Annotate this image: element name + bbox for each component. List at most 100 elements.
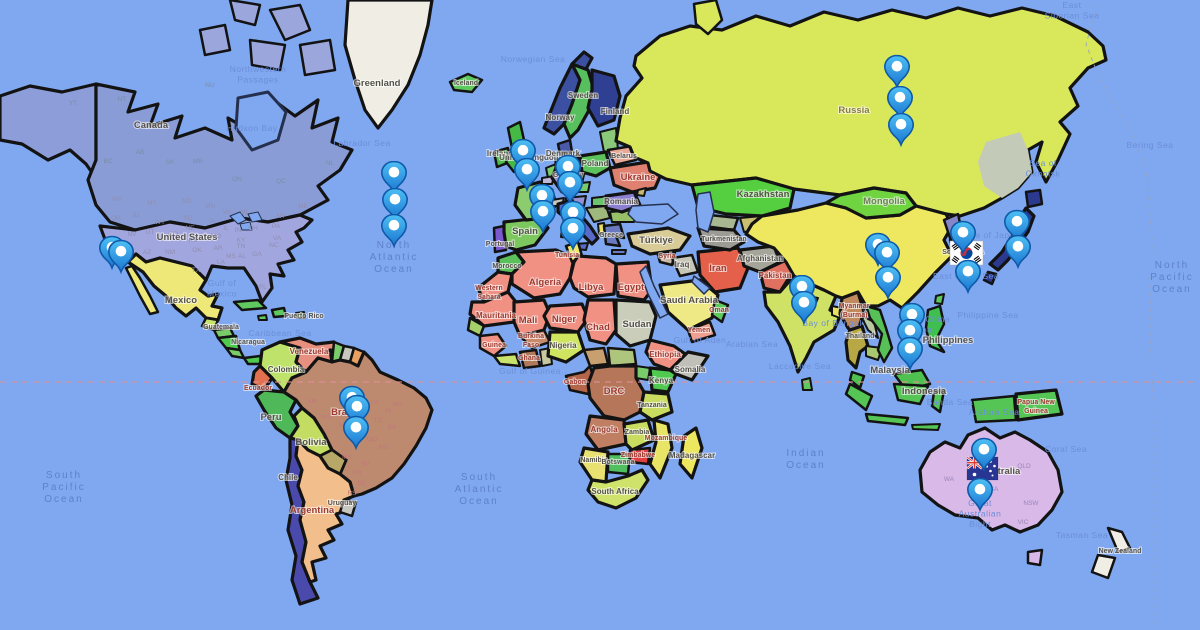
country-syria[interactable] xyxy=(656,250,677,267)
country-zambia[interactable] xyxy=(622,418,656,452)
country-central-african-republic[interactable] xyxy=(606,346,638,368)
pin-center-dot xyxy=(517,144,529,156)
map-pin[interactable] xyxy=(380,213,408,249)
country-yemen[interactable] xyxy=(686,320,717,344)
country-russia-far-east-region[interactable] xyxy=(978,132,1032,198)
country-western-sahara[interactable] xyxy=(476,270,514,304)
country-denmark[interactable] xyxy=(556,138,574,156)
map-pin[interactable] xyxy=(513,157,541,193)
country-arctic-island-1[interactable] xyxy=(228,0,262,27)
country-arctic-island-2[interactable] xyxy=(268,3,312,42)
country-arctic-island-4[interactable] xyxy=(248,38,287,72)
country-tasmania[interactable] xyxy=(1026,548,1044,567)
label-somalia: Somalia xyxy=(675,365,706,374)
country-moldova[interactable] xyxy=(636,187,647,197)
country-madagascar[interactable] xyxy=(678,426,704,480)
country-turkiye[interactable] xyxy=(626,226,692,256)
country-malaysia-peninsula[interactable] xyxy=(848,370,866,390)
country-indonesia-sulawesi[interactable] xyxy=(930,388,946,414)
label-canada: Canada xyxy=(134,120,169,131)
country-arctic-island-3[interactable] xyxy=(198,23,232,57)
country-poland[interactable] xyxy=(578,150,612,178)
country-algeria[interactable] xyxy=(510,248,576,300)
country-taiwan[interactable] xyxy=(934,293,945,305)
map-pin[interactable] xyxy=(949,220,977,256)
country-cuba[interactable] xyxy=(232,298,268,312)
country-indonesia-west-papua[interactable] xyxy=(970,394,1018,424)
map-pin[interactable] xyxy=(107,239,135,275)
country-japan-kyushu[interactable] xyxy=(982,270,998,286)
country-kenya[interactable] xyxy=(648,366,678,394)
country-crete[interactable] xyxy=(611,249,627,255)
map-pin[interactable] xyxy=(887,112,915,148)
country-tanzania[interactable] xyxy=(638,390,674,422)
label-sc: SC xyxy=(357,480,366,487)
map-pin[interactable] xyxy=(970,437,998,473)
map-pin[interactable] xyxy=(874,265,902,301)
label-qc: QC xyxy=(276,178,286,185)
country-ghana[interactable] xyxy=(518,348,542,370)
country-new-zealand-south[interactable] xyxy=(1090,553,1117,580)
country-cote-divoire[interactable] xyxy=(492,352,522,368)
country-balkans[interactable] xyxy=(585,205,611,223)
country-libya[interactable] xyxy=(568,254,618,299)
country-iran[interactable] xyxy=(696,246,750,294)
country-greece[interactable] xyxy=(602,222,626,248)
country-papua-new-guinea[interactable] xyxy=(1014,388,1064,422)
map-pin[interactable] xyxy=(954,259,982,295)
map-pin[interactable] xyxy=(342,415,370,451)
map-pin[interactable] xyxy=(896,318,924,354)
map-pin[interactable] xyxy=(509,138,537,174)
map-pin[interactable] xyxy=(966,477,994,513)
country-pakistan[interactable] xyxy=(758,258,796,294)
country-mozambique[interactable] xyxy=(648,418,674,480)
country-indonesia-kalimantan[interactable] xyxy=(892,382,930,406)
country-new-zealand-north[interactable] xyxy=(1106,526,1132,554)
map-pin[interactable] xyxy=(1004,234,1032,270)
country-uruguay[interactable] xyxy=(338,498,358,518)
country-venezuela[interactable] xyxy=(278,336,342,374)
country-south-africa[interactable] xyxy=(586,468,650,510)
country-oman[interactable] xyxy=(710,298,730,324)
country-svalbard[interactable] xyxy=(692,0,724,36)
label-western: Western Sahara xyxy=(475,285,503,301)
country-baja-california[interactable] xyxy=(124,264,160,316)
country-hispaniola[interactable] xyxy=(270,306,288,319)
country-uganda[interactable] xyxy=(635,365,651,381)
country-indonesia-sumatra[interactable] xyxy=(844,382,874,412)
country-mongolia[interactable] xyxy=(824,186,918,220)
country-angola[interactable] xyxy=(584,414,628,452)
country-indonesia-lesser-sunda[interactable] xyxy=(911,423,941,431)
map-pin[interactable] xyxy=(559,216,587,252)
country-belarus[interactable] xyxy=(606,144,638,167)
label-russia: Russia xyxy=(838,105,870,116)
country-arctic-island-5[interactable] xyxy=(298,38,337,77)
country-jamaica[interactable] xyxy=(257,314,268,321)
map-pin[interactable] xyxy=(896,336,924,372)
country-iceland[interactable] xyxy=(448,72,484,94)
country-thailand[interactable] xyxy=(844,324,870,370)
country-japan-hokkaido[interactable] xyxy=(1024,188,1044,209)
country-guinea[interactable] xyxy=(478,332,508,358)
label-id: ID xyxy=(133,212,140,219)
map-pin[interactable] xyxy=(529,199,557,235)
country-indonesia-java[interactable] xyxy=(864,412,910,427)
country-vietnam[interactable] xyxy=(864,304,894,364)
country-greenland[interactable] xyxy=(343,0,434,130)
country-finland[interactable] xyxy=(586,68,622,128)
country-argentina[interactable] xyxy=(294,438,356,584)
country-cameroon[interactable] xyxy=(582,346,610,368)
country-philippines[interactable] xyxy=(924,304,946,354)
country-somalia[interactable] xyxy=(668,350,710,382)
label-sp: SP xyxy=(362,461,371,468)
country-puerto-rico[interactable] xyxy=(295,311,306,319)
country-turkmenistan[interactable] xyxy=(696,226,746,252)
country-nigeria[interactable] xyxy=(546,330,586,364)
country-iraq[interactable] xyxy=(670,253,700,278)
country-sri-lanka[interactable] xyxy=(801,377,813,391)
country-chad[interactable] xyxy=(582,298,618,346)
label-arabian-sea: Arabian Sea xyxy=(726,339,778,349)
country-mexico[interactable] xyxy=(126,252,224,322)
map-pin[interactable] xyxy=(790,290,818,326)
country-ecuador[interactable] xyxy=(250,364,274,392)
